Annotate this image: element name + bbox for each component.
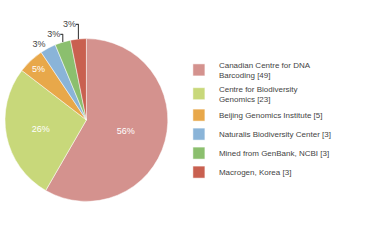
- svg-text:Beijing Genomics Institute [5]: Beijing Genomics Institute [5]: [219, 111, 323, 120]
- svg-text:Mined from GenBank, NCBI [3]: Mined from GenBank, NCBI [3]: [219, 149, 329, 158]
- svg-text:3%: 3%: [33, 39, 46, 49]
- svg-text:Macrogen, Korea [3]: Macrogen, Korea [3]: [219, 168, 291, 177]
- svg-text:Canadian Centre for DNABarcodi: Canadian Centre for DNABarcoding [49]: [219, 61, 311, 80]
- svg-text:5%: 5%: [32, 64, 45, 74]
- svg-text:26%: 26%: [32, 124, 50, 134]
- svg-text:56%: 56%: [117, 126, 135, 136]
- svg-text:Centre for BiodiversityGenomic: Centre for BiodiversityGenomics [23]: [219, 85, 298, 104]
- svg-text:Naturalis Biodiversity Center: Naturalis Biodiversity Center [3]: [219, 130, 331, 139]
- svg-text:3%: 3%: [63, 19, 76, 29]
- svg-text:3%: 3%: [47, 29, 60, 39]
